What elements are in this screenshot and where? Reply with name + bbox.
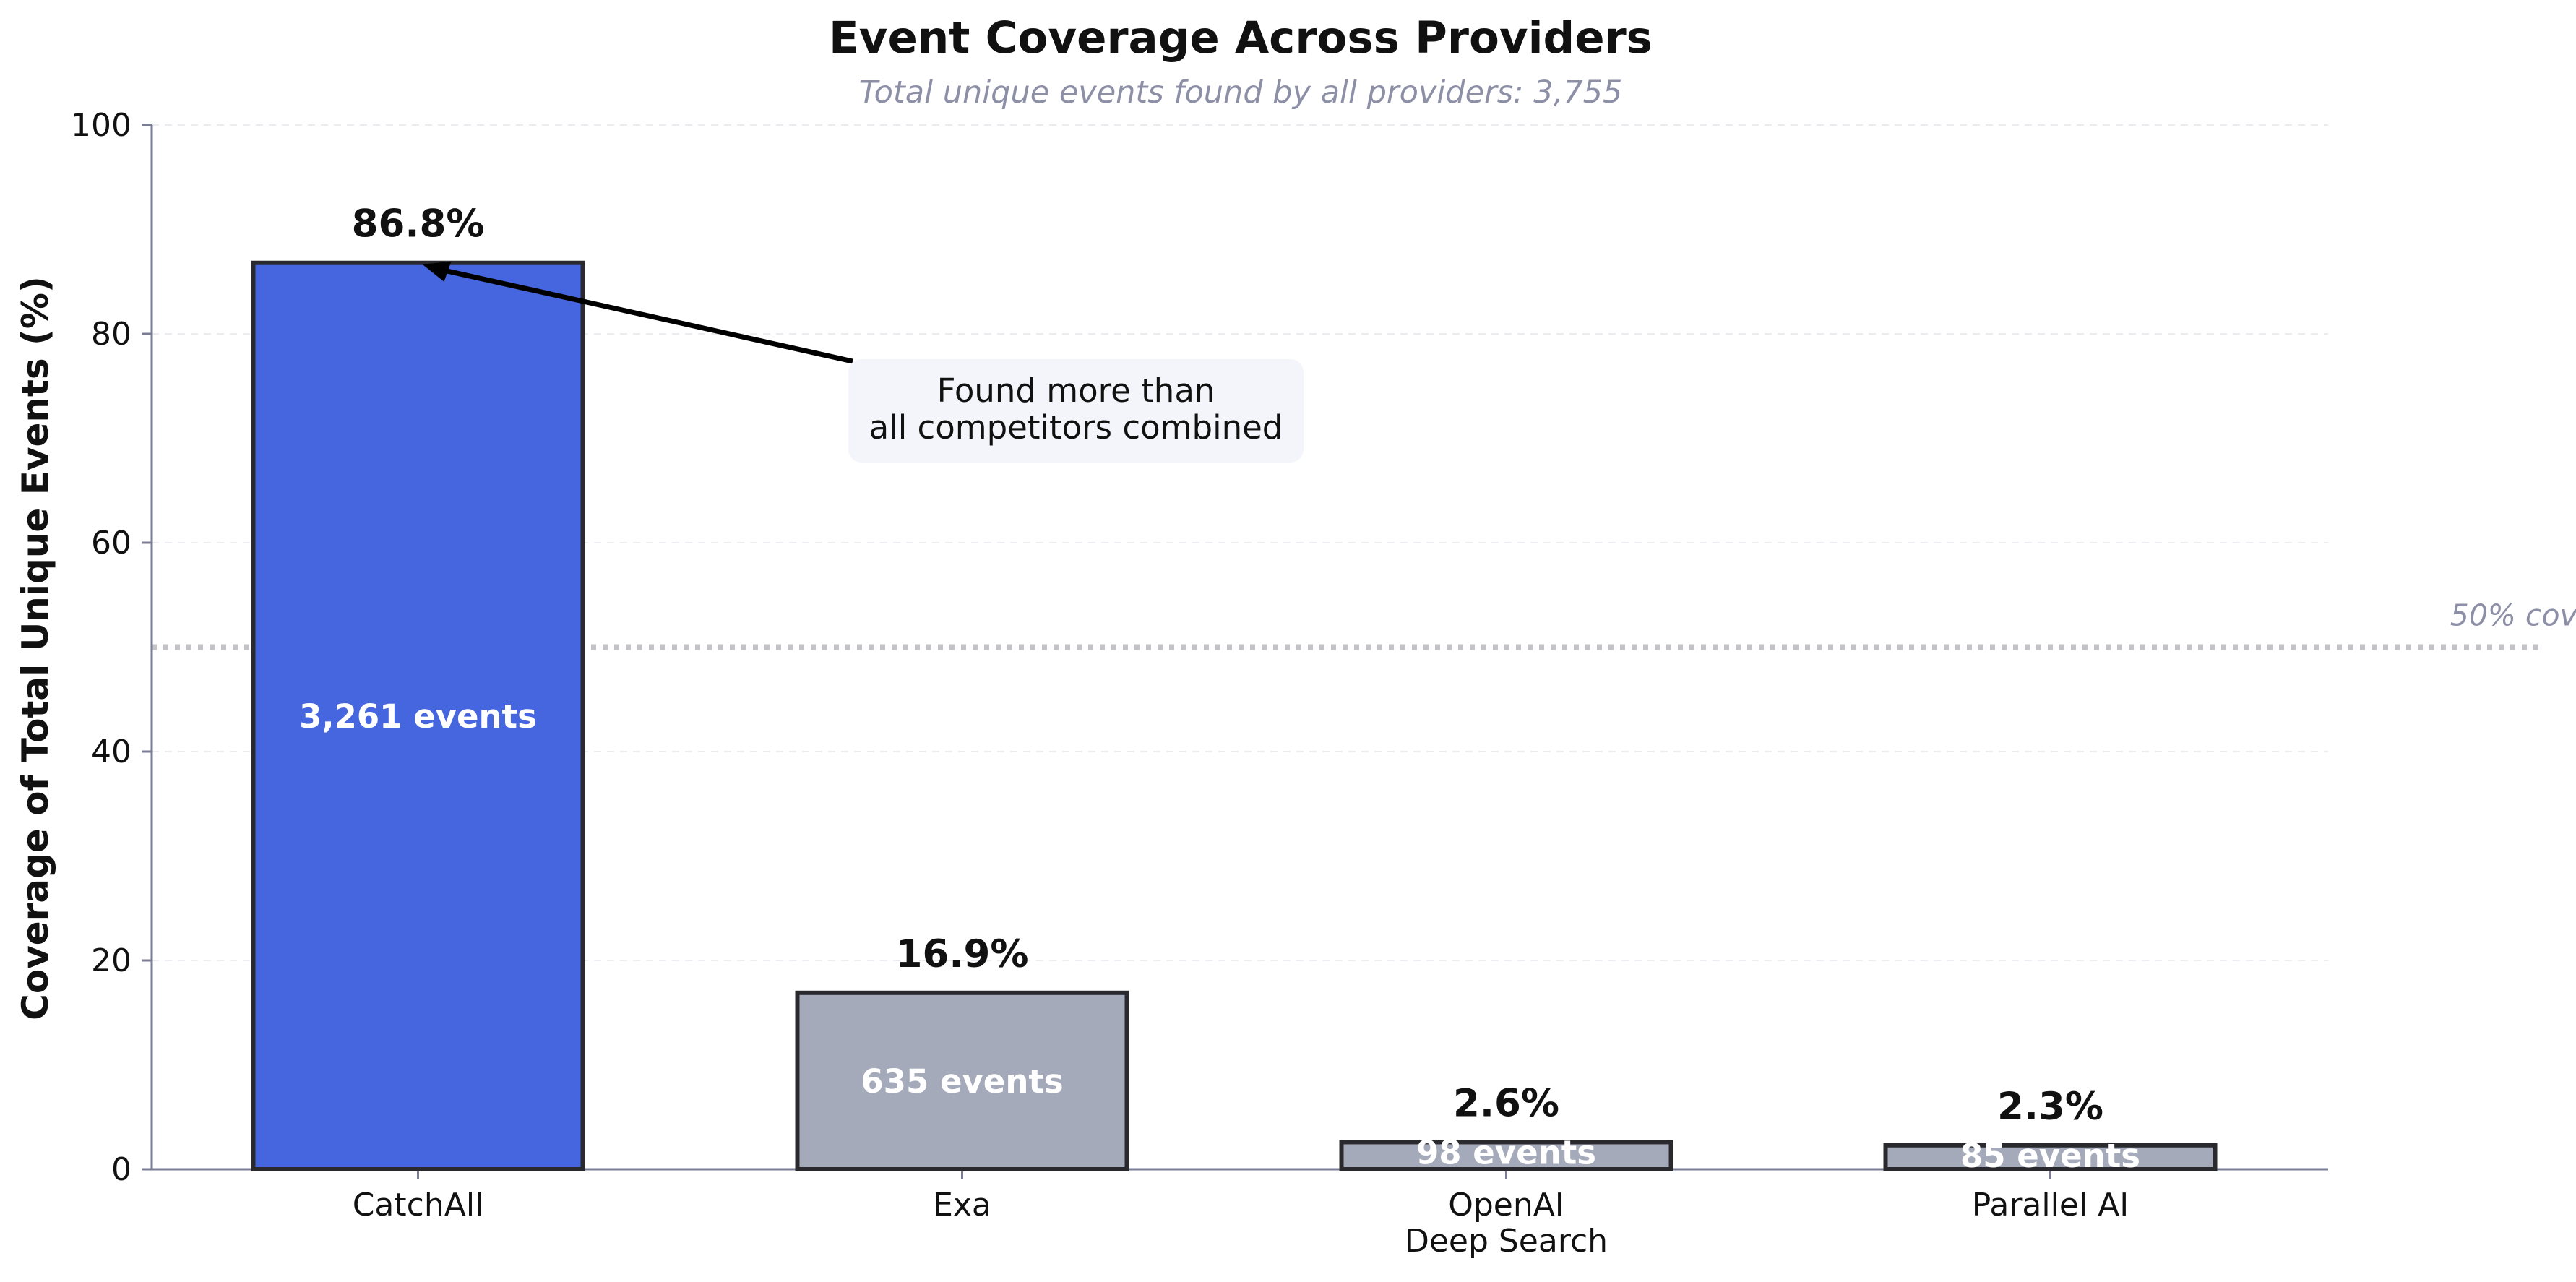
bar-value-label: 2.6% [1453,1081,1559,1125]
bar-event-count: 635 events [861,1062,1063,1101]
y-tick-label: 40 [91,734,132,770]
x-tick-label: Parallel AI [1972,1187,2129,1223]
x-tick-label: Deep Search [1405,1223,1608,1260]
data-labels: 86.8% 3,261 events 16.9% 635 events 2.6% 98 e… [299,202,2140,1175]
bar [795,990,1129,1172]
grid-lines [152,124,2328,961]
annotation-text: all competitors combined [869,408,1283,447]
bar [1339,1140,1673,1172]
y-tick-label: 60 [91,525,132,562]
x-tick-label: CatchAll [353,1187,484,1223]
y-tick-label: 100 [71,107,132,144]
annotation-arrowhead [422,261,452,282]
y-tick-label: 20 [91,942,132,979]
bar-event-count: 98 events [1416,1133,1596,1171]
bar-value-label: 86.8% [352,202,485,246]
annotation-text: Found more than [937,371,1215,410]
annotation-arrow [439,267,853,364]
bar-event-count: 85 events [1960,1137,2140,1175]
bar-event-count: 3,261 events [299,697,537,736]
y-tick-label: 0 [111,1151,132,1188]
y-axis-label: Coverage of Total Unique Events (%) [14,276,56,1020]
x-tick-label: Exa [933,1187,991,1223]
reference-line: 50% coverage [152,598,2576,650]
bar-value-label: 16.9% [896,932,1029,976]
chart-subtitle: Total unique events found by all provide… [859,74,1623,111]
annotation-box [848,359,1304,463]
x-tick-label: OpenAI [1448,1187,1564,1223]
bar [251,260,585,1171]
bar [1883,1143,2218,1172]
y-tick-label: 80 [91,316,132,353]
bars [251,260,2218,1172]
chart-title: Event Coverage Across Providers [829,12,1653,64]
reference-line-label: 50% coverage [2450,598,2576,633]
bar-value-label: 2.3% [1997,1085,2103,1129]
